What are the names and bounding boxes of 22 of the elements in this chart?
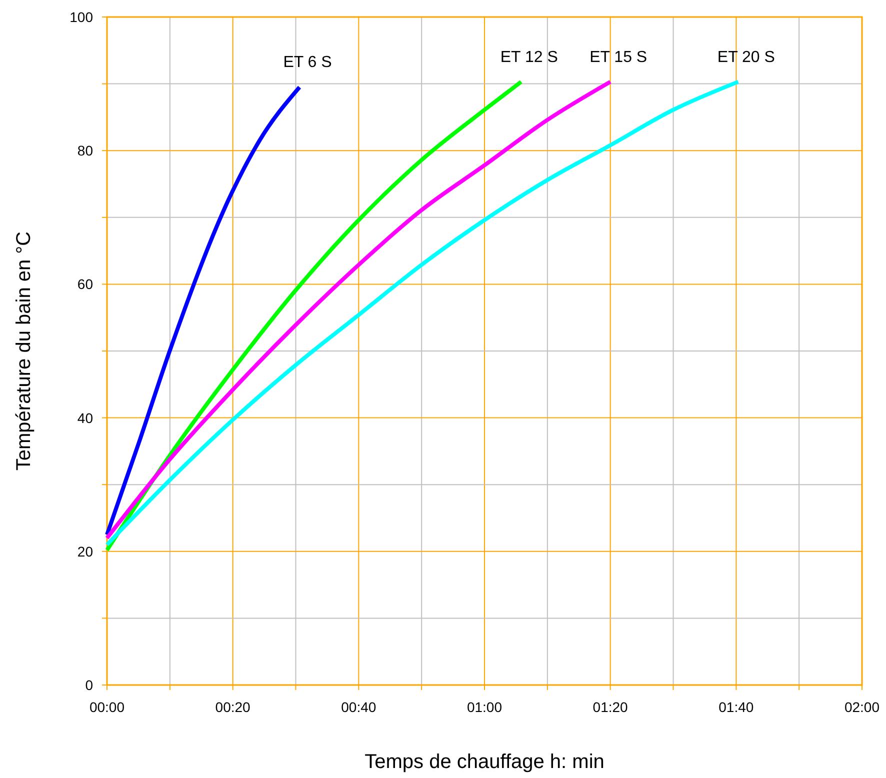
x-axis-title: Temps de chauffage h: min: [364, 751, 604, 773]
x-tick-label: 00:40: [341, 699, 376, 715]
x-tick-label: 01:40: [718, 699, 754, 715]
series-label: ET 6 S: [283, 54, 332, 72]
y-tick-label: 100: [70, 9, 94, 25]
series-label: ET 15 S: [590, 48, 648, 66]
line-series: [105, 80, 740, 547]
x-tick-label: 00:20: [215, 699, 251, 715]
series-label: ET 12 S: [500, 48, 558, 66]
y-tick-label: 80: [77, 142, 94, 159]
y-tick-label: 40: [77, 410, 94, 426]
line-series: [105, 80, 524, 552]
x-tick-label: 01:00: [466, 699, 502, 715]
line-series: [105, 85, 302, 537]
line-series: [105, 80, 612, 540]
y-tick-label: 20: [77, 543, 94, 560]
y-axis-title: Température du bain en °C: [13, 231, 35, 471]
x-tick-label: 02:00: [844, 699, 880, 715]
x-tick-label: 00:00: [89, 699, 125, 715]
x-tick-label: 01:20: [592, 699, 628, 715]
y-tick-label: 60: [77, 276, 94, 292]
y-tick-label: 0: [85, 677, 94, 693]
